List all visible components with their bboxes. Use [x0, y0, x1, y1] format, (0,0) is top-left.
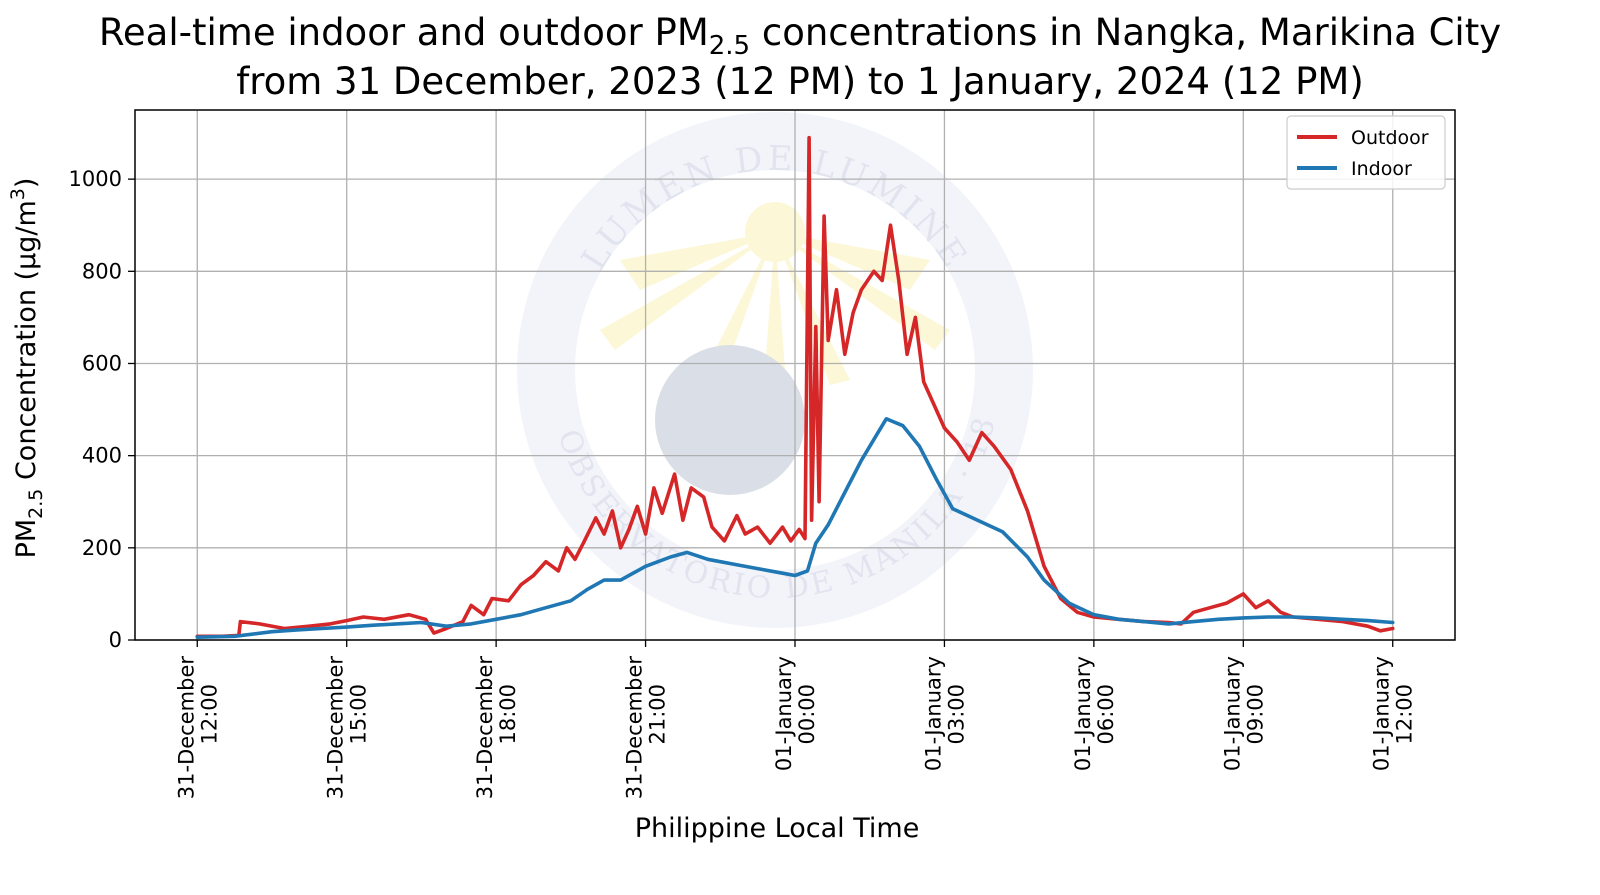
legend-label-outdoor: Outdoor — [1351, 127, 1429, 149]
y-axis-label: PM2.5 Concentration (μg/m3) — [7, 178, 47, 559]
x-tick-label: 01-January 12:00 — [1370, 656, 1417, 771]
y-tick-label: 0 — [109, 628, 122, 652]
x-tick-label-time: 09:00 — [1243, 684, 1267, 745]
chart-title-line1: Real-time indoor and outdoor PM2.5 conce… — [99, 11, 1501, 61]
chart-series — [195, 135, 1395, 639]
x-tick-label-date: 01-January — [1220, 656, 1244, 771]
x-tick-label-time: 15:00 — [347, 684, 371, 745]
y-tick-label: 600 — [82, 351, 122, 375]
legend-box — [1286, 115, 1446, 190]
x-tick-label-time: 12:00 — [1393, 684, 1417, 745]
y-tick-label: 200 — [82, 536, 122, 560]
x-tick-label: 01-January 09:00 — [1220, 656, 1267, 771]
series-line-indoor — [195, 417, 1395, 639]
x-tick-label: 01-January 06:00 — [1071, 656, 1118, 771]
chart-legend: Outdoor Indoor — [1286, 115, 1446, 190]
x-tick-label: 31-December 18:00 — [473, 656, 520, 800]
chart-title-line2: from 31 December, 2023 (12 PM) to 1 Janu… — [236, 60, 1364, 103]
x-tick-label-date: 01-January — [1370, 656, 1394, 771]
x-tick-label-time: 18:00 — [496, 684, 520, 745]
x-tick-label-time: 03:00 — [944, 684, 968, 745]
x-tick-label-date: 01-January — [921, 656, 945, 771]
x-tick-label: 31-December 12:00 — [174, 656, 221, 800]
x-tick-label-date: 31-December — [324, 656, 348, 800]
x-tick-label-date: 31-December — [623, 656, 647, 800]
x-tick-label-date: 31-December — [473, 656, 497, 800]
x-tick-label-time: 00:00 — [795, 684, 819, 745]
x-tick-label-time: 21:00 — [646, 684, 670, 745]
x-tick-label-time: 12:00 — [197, 684, 221, 745]
x-axis-label: Philippine Local Time — [635, 813, 920, 844]
x-tick-label-date: 01-January — [772, 656, 796, 771]
x-tick-label: 01-January 00:00 — [772, 656, 819, 771]
y-tick-label: 400 — [82, 444, 122, 468]
x-tick-label-time: 06:00 — [1094, 684, 1118, 745]
legend-label-indoor: Indoor — [1351, 158, 1412, 180]
y-tick-label: 800 — [82, 259, 122, 283]
x-tick-label-date: 01-January — [1071, 656, 1095, 771]
x-axis-ticks: 31-December 12:00 31-December 15:00 31-Decem… — [174, 640, 1417, 800]
x-tick-label: 31-December 21:00 — [623, 656, 670, 800]
y-axis-ticks: 0 200 400 600 800 1000 — [69, 167, 135, 652]
x-tick-label: 31-December 15:00 — [324, 656, 371, 800]
chart-grid — [135, 110, 1455, 641]
x-tick-label-date: 31-December — [174, 656, 198, 800]
y-tick-label: 1000 — [69, 167, 122, 191]
x-tick-label: 01-January 03:00 — [921, 656, 968, 771]
